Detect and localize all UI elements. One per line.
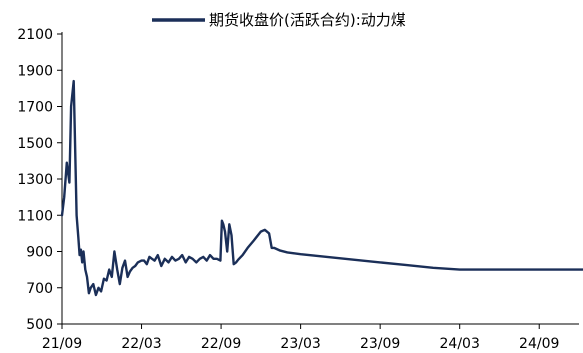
y-tick-label: 700 [26,281,53,297]
x-tick-label: 23/03 [280,336,320,352]
y-tick-label: 1300 [17,172,53,188]
x-tick-label: 24/03 [440,336,480,352]
y-tick-label: 1900 [17,63,53,79]
y-tick-label: 1100 [17,208,53,224]
legend: 期货收盘价(活跃合约):动力煤 [152,11,406,29]
series-line-0 [60,79,583,297]
x-tick-label: 22/03 [121,336,161,352]
x-tick-label: 24/09 [519,336,559,352]
x-tick-label: 23/09 [360,336,400,352]
y-axis: 500 700 900 1100 1300 1500 1700 1900 2100 [17,27,63,333]
x-tick-label: 21/09 [42,336,82,352]
x-axis: 21/09 22/03 22/09 23/03 23/09 24/03 24/09 [42,323,579,352]
plot-area [60,79,583,297]
y-tick-label: 1700 [17,100,53,116]
y-tick-label: 2100 [17,27,53,43]
y-tick-label: 500 [26,317,53,333]
y-tick-label: 900 [26,245,53,261]
y-tick-label: 1500 [17,136,53,152]
x-tick-label: 22/09 [201,336,241,352]
legend-label: 期货收盘价(活跃合约):动力煤 [209,11,406,29]
